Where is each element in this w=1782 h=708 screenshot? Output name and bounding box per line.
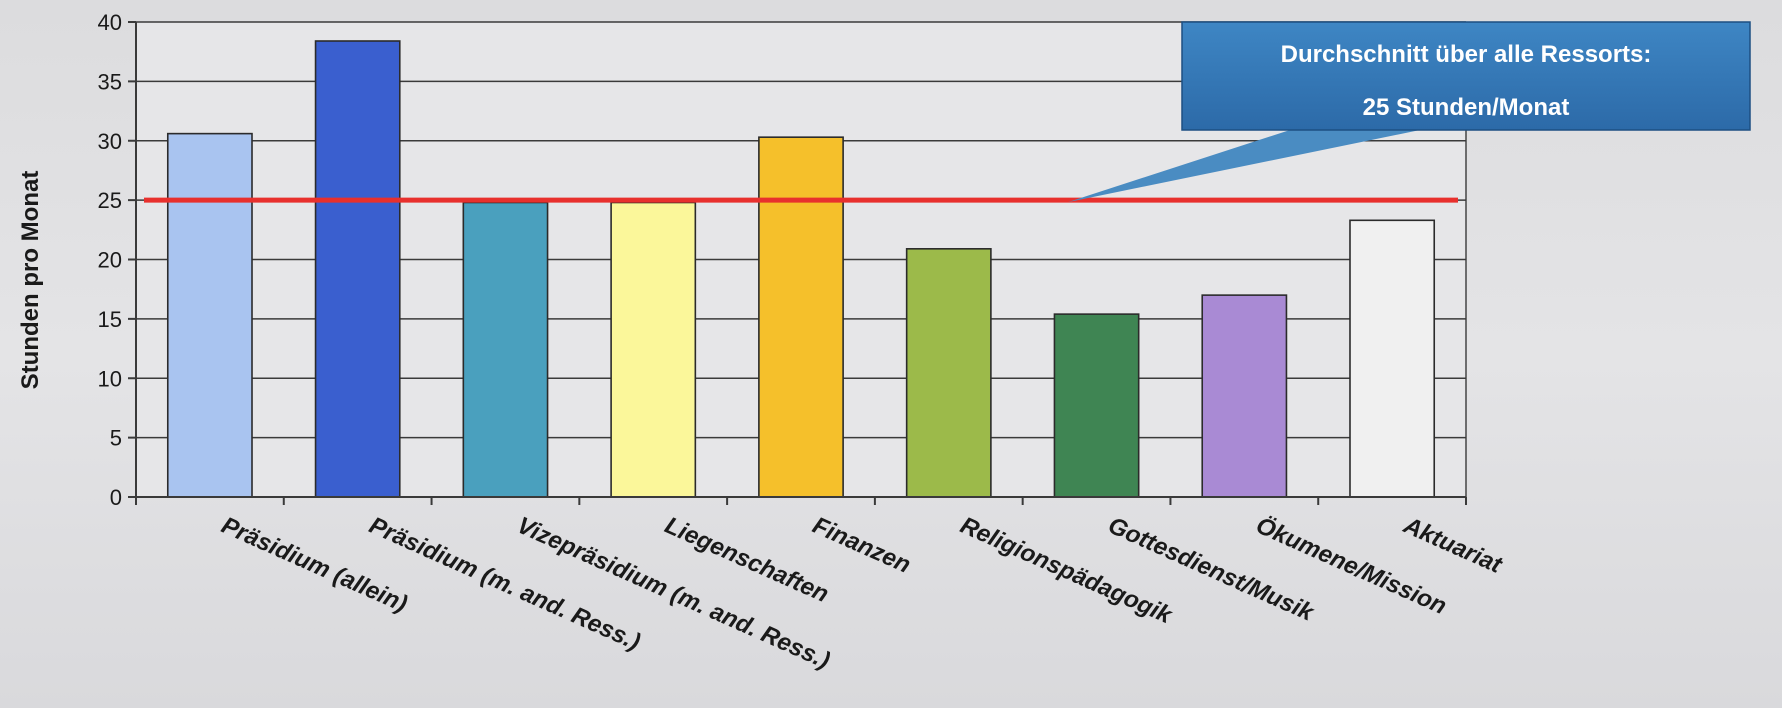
y-tick-label: 0 xyxy=(110,485,122,510)
y-tick-label: 15 xyxy=(98,307,122,332)
callout-box xyxy=(1181,21,1751,131)
y-tick-label: 20 xyxy=(98,248,122,273)
x-category-label: Präsidium (m. and. Ress.) xyxy=(365,512,644,656)
y-tick-labels: 0 5 10 15 20 25 30 35 40 xyxy=(98,10,122,510)
bar xyxy=(166,132,253,498)
y-tick-label: 25 xyxy=(98,188,122,213)
bar xyxy=(1053,313,1140,498)
bar xyxy=(1349,219,1436,498)
bar xyxy=(905,248,992,498)
x-category-label: Finanzen xyxy=(809,512,915,579)
y-tick-label: 10 xyxy=(98,366,122,391)
average-callout: Durchschnitt über alle Ressorts: 25 Stun… xyxy=(1068,21,1751,203)
bar xyxy=(758,136,844,498)
y-tick-label: 5 xyxy=(110,426,122,451)
bar xyxy=(462,201,549,498)
callout-line-1: Durchschnitt über alle Ressorts: xyxy=(1281,41,1652,68)
y-tick-label: 35 xyxy=(98,69,122,94)
bar xyxy=(1201,294,1288,498)
bar xyxy=(610,201,697,498)
bars xyxy=(166,40,1436,498)
y-tick-label: 40 xyxy=(98,10,122,35)
x-category-labels: Präsidium (allein)Präsidium (m. and. Res… xyxy=(217,511,1506,674)
bar xyxy=(314,40,401,498)
x-category-label: Aktuariat xyxy=(1399,511,1507,579)
callout-pointer xyxy=(1068,130,1420,203)
y-axis-title: Stunden pro Monat xyxy=(17,171,44,390)
callout-line-2: 25 Stunden/Monat xyxy=(1363,94,1570,121)
y-tick-label: 30 xyxy=(98,129,122,154)
